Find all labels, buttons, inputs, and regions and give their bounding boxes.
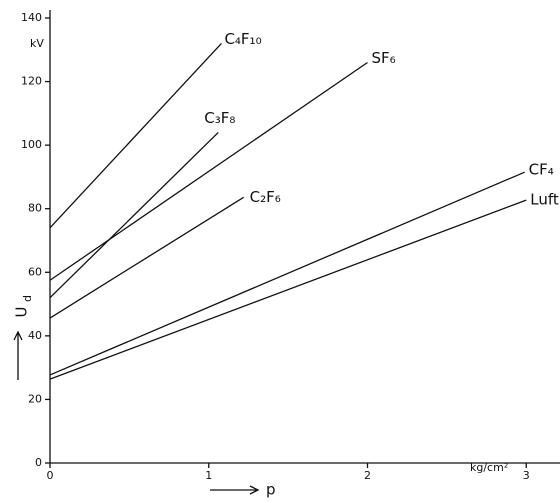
- series-label: CF₄: [529, 161, 554, 179]
- series-line: [49, 42, 222, 229]
- x-label: p: [266, 481, 276, 499]
- y-tick-label: 80: [28, 202, 42, 215]
- series-line: [49, 199, 527, 380]
- series-line: [49, 171, 525, 376]
- series-label: C₄F₁₀: [224, 30, 261, 48]
- y-tick-label: 140: [21, 11, 42, 24]
- series-label: Luft: [530, 191, 559, 209]
- series-line: [49, 131, 219, 299]
- x-arrow: [210, 485, 260, 495]
- series-label: SF₆: [372, 49, 396, 67]
- series-line: [49, 61, 368, 281]
- y-label: U d: [13, 295, 35, 317]
- x-tick-label: 1: [205, 469, 212, 482]
- y-unit: kV: [30, 37, 44, 50]
- series-line: [49, 196, 245, 319]
- y-label-main: U: [13, 307, 31, 318]
- series-label: C₂F₆: [250, 188, 281, 206]
- x-tick-label: 2: [364, 469, 371, 482]
- y-tick-label: 40: [28, 329, 42, 342]
- y-arrow: [13, 330, 23, 380]
- y-tick-label: 20: [28, 392, 42, 405]
- y-tick-label: 100: [21, 138, 42, 151]
- x-tick-label: 3: [523, 469, 530, 482]
- y-tick-label: 0: [35, 456, 42, 469]
- y-tick-label: 120: [21, 75, 42, 88]
- x-tick-label: 0: [47, 469, 54, 482]
- series-label: C₃F₈: [204, 109, 235, 127]
- x-unit: kg/cm²: [470, 461, 508, 474]
- y-label-sub: d: [21, 295, 34, 302]
- y-tick-label: 60: [28, 265, 42, 278]
